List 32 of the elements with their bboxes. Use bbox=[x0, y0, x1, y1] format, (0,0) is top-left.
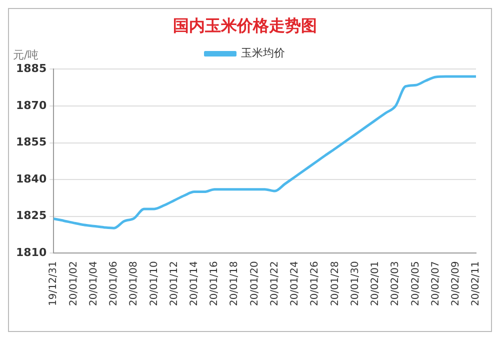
x-tick-label: 20/02/11 bbox=[470, 261, 482, 306]
x-tick-label: 20/01/18 bbox=[229, 261, 240, 306]
x-tick-label: 20/01/02 bbox=[68, 261, 80, 306]
x-tick-label: 20/01/26 bbox=[310, 261, 321, 306]
y-tick-label: 1825 bbox=[16, 209, 47, 222]
x-tick-label: 20/02/05 bbox=[410, 261, 422, 306]
x-tick-label: 20/01/10 bbox=[148, 261, 160, 306]
x-tick-label: 20/01/22 bbox=[269, 261, 280, 306]
y-tick-label: 1855 bbox=[16, 136, 47, 149]
x-tick-label: 20/02/03 bbox=[390, 261, 402, 306]
x-tick-label: 20/02/01 bbox=[370, 261, 382, 306]
x-tick-label: 20/02/09 bbox=[450, 261, 462, 306]
x-tick-label: 20/01/04 bbox=[88, 261, 100, 306]
y-axis-title: 元/吨 bbox=[13, 48, 39, 62]
legend-label: 玉米均价 bbox=[240, 46, 285, 60]
x-tick-label: 19/12/31 bbox=[48, 261, 60, 306]
x-tick-label: 20/01/08 bbox=[128, 261, 140, 306]
x-tick-label: 20/01/06 bbox=[108, 261, 120, 306]
x-tick-label: 20/01/30 bbox=[350, 261, 361, 306]
y-tick-label: 1870 bbox=[16, 98, 47, 112]
x-tick-label: 20/01/12 bbox=[168, 261, 180, 306]
x-tick-label: 20/01/28 bbox=[330, 261, 341, 306]
y-tick-label: 1885 bbox=[16, 62, 47, 76]
y-tick-label: 1840 bbox=[16, 172, 47, 186]
x-tick-label: 20/01/16 bbox=[209, 261, 220, 306]
x-tick-label: 20/01/24 bbox=[290, 261, 301, 306]
x-tick-label: 20/01/14 bbox=[189, 261, 200, 306]
x-tick-label: 20/02/07 bbox=[430, 261, 442, 306]
chart-title: 国内玉米价格走势图 bbox=[173, 16, 317, 35]
line-series bbox=[52, 75, 478, 230]
y-tick-label: 1810 bbox=[16, 246, 47, 259]
x-tick-label: 20/01/20 bbox=[249, 261, 260, 306]
